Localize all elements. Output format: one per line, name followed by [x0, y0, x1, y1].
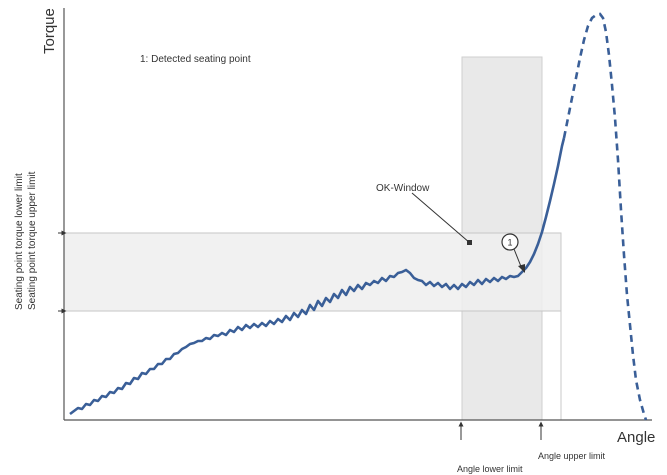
seating-point-marker-number: 1 — [507, 238, 512, 248]
torque-curve-dashed — [562, 12, 648, 421]
y-lower-limit-label: Seating point torque lower limit — [14, 173, 25, 310]
ok-window-pointer — [411, 192, 471, 244]
x-axis-title: Angle — [617, 429, 655, 446]
y-upper-limit-label: Seating point torque upper limit — [27, 171, 38, 310]
y-axis-title: Torque — [41, 8, 58, 54]
seating-point-marker-circle — [501, 233, 519, 251]
x-upper-limit-label: Angle upper limit — [538, 451, 606, 461]
torque-curve — [69, 137, 566, 416]
torque-window-band — [63, 232, 562, 312]
legend-note: 1: Detected seating point — [140, 54, 251, 65]
seating-point-pointer-tip — [518, 264, 525, 273]
ok-window-label: OK-Window — [376, 183, 430, 194]
x-lower-limit-label: Angle lower limit — [457, 464, 523, 474]
ok-window-pointer-tip — [467, 240, 472, 245]
